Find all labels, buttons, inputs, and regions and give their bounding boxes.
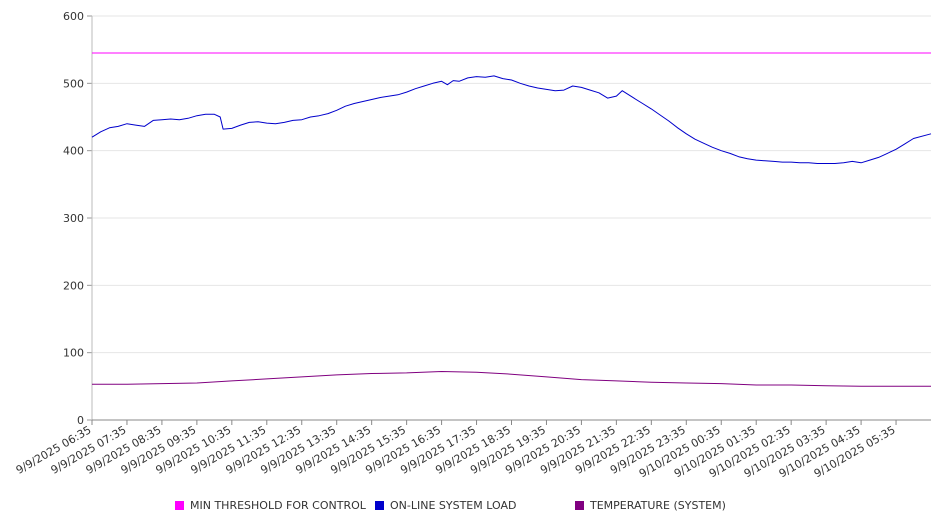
y-tick-label: 300 xyxy=(63,212,84,225)
y-tick-labels: 0 100 200 300 400 500 600 xyxy=(63,10,84,427)
y-tick-label: 600 xyxy=(63,10,84,23)
legend-label: MIN THRESHOLD FOR CONTROL xyxy=(190,499,367,512)
y-tick-label: 0 xyxy=(77,414,84,427)
y-tick-label: 400 xyxy=(63,145,84,158)
y-tick-label: 100 xyxy=(63,347,84,360)
legend-swatch xyxy=(575,501,584,510)
legend-label: TEMPERATURE (SYSTEM) xyxy=(589,499,726,512)
series-line-3 xyxy=(92,371,931,387)
x-tick-labels: 9/9/2025 06:359/9/2025 07:359/9/2025 08:… xyxy=(14,423,898,480)
legend: MIN THRESHOLD FOR CONTROL ON-LINE SYSTEM … xyxy=(175,499,726,512)
legend-swatch xyxy=(375,501,384,510)
grid-lines xyxy=(92,15,931,354)
series-line-2 xyxy=(91,75,932,164)
legend-label: ON-LINE SYSTEM LOAD xyxy=(390,499,516,512)
legend-item-3[interactable]: TEMPERATURE (SYSTEM) xyxy=(575,499,726,512)
axes xyxy=(87,15,931,425)
legend-item-1[interactable]: MIN THRESHOLD FOR CONTROL xyxy=(175,499,367,512)
legend-item-2[interactable]: ON-LINE SYSTEM LOAD xyxy=(375,499,516,512)
legend-swatch xyxy=(175,501,184,510)
y-tick-label: 200 xyxy=(63,279,84,292)
y-tick-label: 500 xyxy=(63,77,84,90)
series-lines xyxy=(91,52,932,387)
